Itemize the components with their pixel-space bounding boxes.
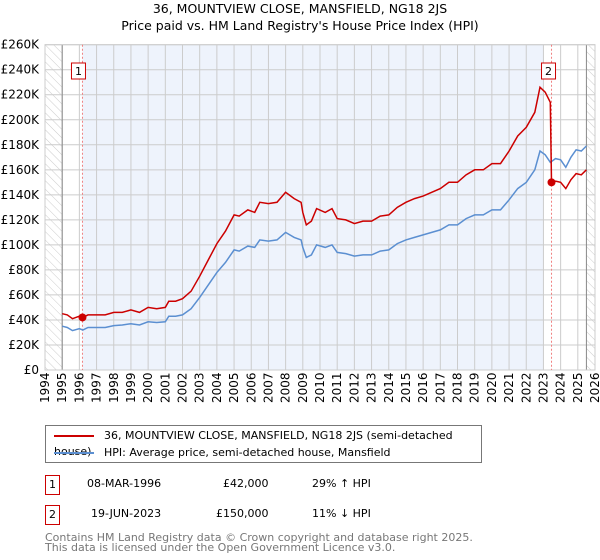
no-data-hatch <box>586 44 595 370</box>
legend: 36, MOUNTVIEW CLOSE, MANSFIELD, NG18 2JS… <box>45 425 482 463</box>
y-tick-label: £260K <box>1 38 41 52</box>
footer-licence: This data is licensed under the Open Gov… <box>45 541 396 554</box>
x-tick-label: 2008 <box>279 372 293 403</box>
sale-price: £150,000 <box>216 507 269 520</box>
chart-subtitle: Price paid vs. HM Land Registry's House … <box>121 18 479 33</box>
y-tick-label: £80K <box>8 263 40 277</box>
x-tick-label: 2003 <box>193 372 207 403</box>
plot-area: 1994 1995 1996 1997 1998 1999 2000 2001 2002 2003… <box>1 38 600 403</box>
x-tick-label: 2006 <box>244 372 258 403</box>
x-tick-label: 2000 <box>141 372 155 403</box>
y-tick-label: £220K <box>1 88 41 102</box>
x-tick-label: 2021 <box>502 372 516 403</box>
x-tick-label: 1999 <box>124 372 138 403</box>
legend-price-swatch <box>54 435 94 437</box>
x-tick-label: 2015 <box>399 372 413 403</box>
sale-label-box <box>541 62 557 80</box>
x-tick-label: 2023 <box>536 372 550 403</box>
x-tick-label: 2005 <box>227 372 241 403</box>
ownership-shade <box>82 44 544 370</box>
hpi-line <box>62 145 587 332</box>
y-tick-label: £240K <box>1 63 41 77</box>
plot-border <box>44 44 596 371</box>
sale-date: 08-MAR-1996 <box>87 477 162 490</box>
no-data-hatch <box>45 44 63 370</box>
sale-price: £42,000 <box>223 477 269 490</box>
legend-price-label: 36, MOUNTVIEW CLOSE, MANSFIELD, NG18 2JS… <box>54 429 453 458</box>
sale-label-box <box>70 62 86 80</box>
x-tick-label: 2014 <box>382 372 396 403</box>
x-tick-label: 1996 <box>72 372 86 403</box>
y-tick-label: £60K <box>8 288 40 302</box>
x-tick-label: 1997 <box>90 372 104 403</box>
sale-date: 19-JUN-2023 <box>91 507 162 520</box>
y-tick-label: £160K <box>1 163 41 177</box>
y-tick-label: £120K <box>1 213 41 227</box>
x-tick-label: 2016 <box>416 372 430 403</box>
x-tick-label: 1998 <box>107 372 121 403</box>
price-paid-line <box>62 85 587 320</box>
x-tick-label: 2026 <box>588 372 600 403</box>
x-tick-label: 2010 <box>313 372 327 403</box>
x-tick-label: 2012 <box>347 372 361 403</box>
x-tick-label: 1994 <box>38 372 52 403</box>
sale-point <box>78 313 87 322</box>
x-tick-label: 2001 <box>158 372 172 403</box>
sale-marker-badge: 2 <box>45 505 60 525</box>
sale-label: 1 <box>75 65 82 78</box>
footer-copyright: Contains HM Land Registry data © Crown c… <box>45 531 473 544</box>
x-tick-label: 2025 <box>571 372 585 403</box>
chart-title: 36, MOUNTVIEW CLOSE, MANSFIELD, NG18 2JS <box>152 1 448 16</box>
y-tick-label: £140K <box>1 188 41 202</box>
x-tick-label: 2004 <box>210 372 224 403</box>
x-tick-label: 2018 <box>451 372 465 403</box>
x-tick-label: 2002 <box>176 372 190 403</box>
x-tick-label: 2024 <box>554 372 568 403</box>
y-tick-label: £0 <box>24 363 39 377</box>
x-tick-label: 2019 <box>468 372 482 403</box>
sale-hpi-diff: 11% ↓ HPI <box>312 507 371 520</box>
legend-hpi: HPI: Average price, semi-detached house,… <box>54 445 391 461</box>
y-tick-label: £20K <box>8 338 40 352</box>
x-tick-label: 2022 <box>519 372 533 403</box>
x-tick-label: 2009 <box>296 372 310 403</box>
legend-price: 36, MOUNTVIEW CLOSE, MANSFIELD, NG18 2JS… <box>54 428 481 458</box>
sale-point <box>547 178 556 187</box>
sale-hpi-diff: 29% ↑ HPI <box>312 477 371 490</box>
x-tick-label: 2007 <box>261 372 275 403</box>
sale-label: 2 <box>545 65 552 78</box>
x-tick-label: 2017 <box>433 372 447 403</box>
sale-marker-badge: 1 <box>45 475 60 495</box>
legend-hpi-label: HPI: Average price, semi-detached house,… <box>104 446 391 459</box>
x-tick-label: 1995 <box>55 372 69 403</box>
y-tick-label: £40K <box>8 313 40 327</box>
legend-hpi-swatch <box>54 452 94 454</box>
x-tick-label: 2011 <box>330 372 344 403</box>
y-tick-label: £180K <box>1 138 41 152</box>
x-tick-label: 2020 <box>485 372 499 403</box>
y-tick-label: £200K <box>1 113 41 127</box>
y-tick-label: £100K <box>1 238 41 252</box>
x-tick-label: 2013 <box>365 372 379 403</box>
